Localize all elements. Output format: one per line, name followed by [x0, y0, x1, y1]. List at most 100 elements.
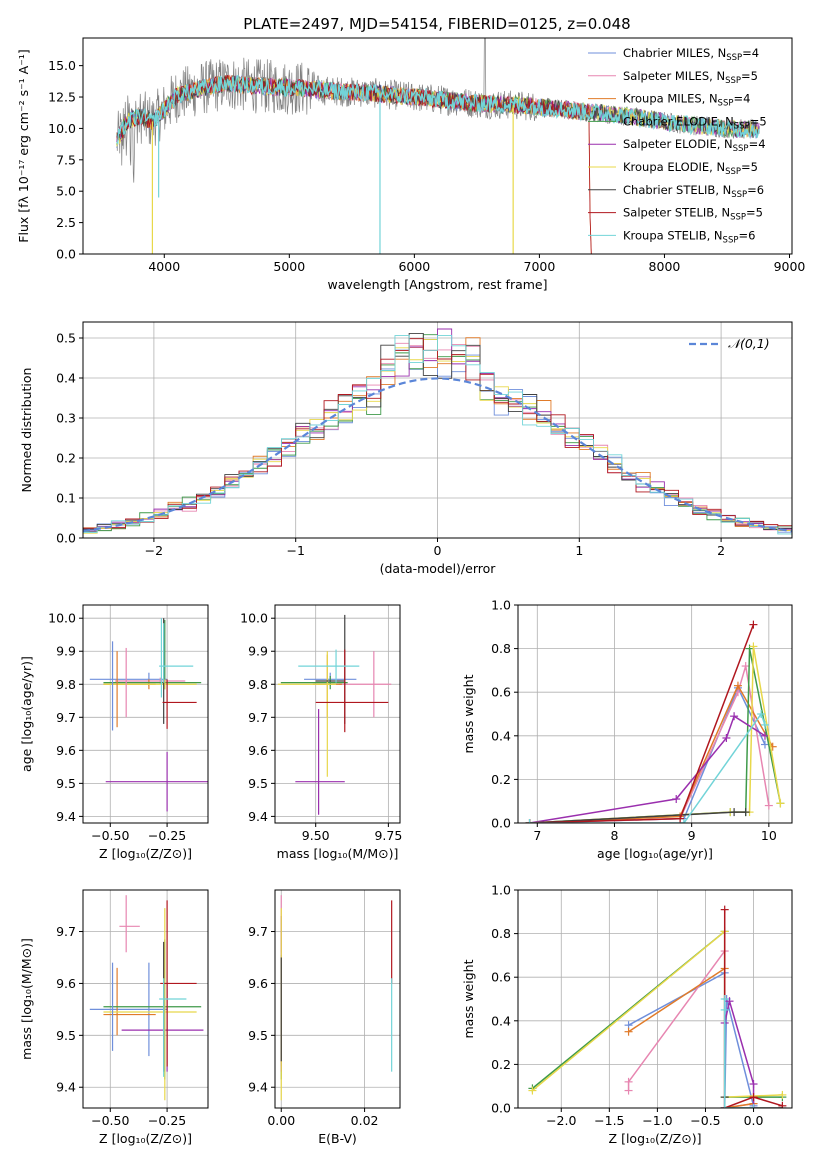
plot-area [280, 895, 393, 1101]
errorbar-point [160, 900, 197, 1067]
x-tick-label: 2 [717, 543, 725, 558]
y-tick-label: 9.4 [248, 809, 268, 824]
y-tick-label: 9.7 [248, 710, 268, 725]
weight-series [525, 681, 777, 823]
x-axis-label: Z [log₁₀(Z/Z⊙)] [609, 1131, 702, 1146]
normal-reference-curve [83, 377, 792, 533]
legend-entry: Kroupa STELIB, NSSP=6 [623, 228, 755, 245]
axes-frame: −2.0 −1.5 −1.0 −0.5 0.0 0.0 0.2 0.4 0.6 0.8 1.0 Z [… [461, 883, 793, 1146]
legend-entry: 𝒩(0,1) [728, 336, 770, 351]
y-tick-label: 0.0 [491, 1101, 511, 1116]
plot-area [89, 618, 208, 812]
legend-entry: Chabrier MILES, NSSP=4 [623, 46, 759, 63]
y-tick-label: 9.6 [248, 976, 268, 991]
x-tick-label: −0.50 [91, 828, 129, 843]
y-tick-label: 9.5 [248, 1028, 268, 1043]
plot-area [89, 895, 204, 1101]
y-tick-label: 0.4 [56, 371, 76, 386]
mass-vs-extinction-panel: 0.00 0.02 9.4 9.5 9.6 9.7 E(B-V) [248, 889, 401, 1146]
errorbar-point [338, 651, 392, 718]
y-tick-label: 10.0 [48, 611, 76, 626]
y-tick-label: 5.0 [56, 184, 76, 199]
x-tick-label: 9 [688, 828, 696, 843]
y-tick-label: 9.8 [56, 677, 76, 692]
y-tick-label: 0.0 [56, 531, 76, 546]
y-tick-label: 9.5 [248, 776, 268, 791]
y-tick-label: 0.8 [491, 641, 511, 656]
y-tick-label: 9.9 [248, 644, 268, 659]
axes-frame: −2 −1 0 1 2 0.0 0.1 0.2 0.3 0.4 0.5 (data-model)/er… [19, 321, 793, 576]
x-tick-label: 0.0 [744, 1113, 764, 1128]
spectrum-legend: Chabrier MILES, NSSP=4 Salpeter MILES, NS… [588, 46, 767, 245]
plot-area [116, 38, 760, 254]
y-tick-label: 9.7 [56, 710, 76, 725]
age-vs-metallicity-panel: −0.50 −0.25 9.4 9.5 9.6 9.7 9.8 9.9 10.0 Z [log₁₀… [19, 604, 209, 861]
axes-frame: 0.00 0.02 9.4 9.5 9.6 9.7 E(B-V) [248, 889, 401, 1146]
weight-series [624, 964, 758, 1108]
x-axis-label: mass [log₁₀(M/M⊙)] [277, 846, 399, 861]
axes-frame: −0.50 −0.25 9.4 9.5 9.6 9.7 Z [log₁₀(Z/Z⊙)] mas… [19, 889, 209, 1146]
grid [275, 605, 400, 823]
plot-area [525, 620, 785, 823]
errorbar-point [295, 709, 345, 815]
errorbar-point [103, 679, 197, 690]
x-tick-label: 7 [533, 828, 541, 843]
x-tick-label: 9000 [774, 259, 806, 274]
x-tick-label: −0.50 [91, 1113, 129, 1128]
x-tick-label: −1 [286, 543, 304, 558]
y-tick-label: 1.0 [491, 598, 511, 613]
errorbar-point [103, 967, 156, 1036]
x-tick-label: −0.25 [148, 828, 186, 843]
y-tick-label: 9.5 [56, 776, 76, 791]
x-axis-label: Z [log₁₀(Z/Z⊙)] [99, 1131, 192, 1146]
errorbar-point [121, 983, 204, 1072]
y-tick-label: 9.7 [56, 924, 76, 939]
x-tick-label: −2.0 [546, 1113, 576, 1128]
weight-series [720, 995, 758, 1108]
legend-entry: Kroupa MILES, NSSP=4 [623, 92, 750, 109]
legend-entry: Salpeter STELIB, NSSP=5 [623, 206, 763, 223]
y-tick-label: 9.4 [56, 1080, 76, 1095]
y-tick-label: 0.0 [56, 247, 76, 262]
y-tick-label: 0.5 [56, 331, 76, 346]
y-tick-label: 7.5 [56, 152, 76, 167]
grid [275, 890, 400, 1108]
grid [83, 605, 208, 823]
errorbar-point [280, 676, 348, 690]
y-tick-label: 0.2 [491, 772, 511, 787]
y-tick-label: 2.5 [56, 215, 76, 230]
x-tick-label: 9.75 [374, 828, 402, 843]
x-tick-label: −0.5 [690, 1113, 720, 1128]
x-axis-label: age [log₁₀(age/yr)] [597, 846, 713, 861]
y-tick-label: 9.6 [56, 976, 76, 991]
errorbar-point [315, 614, 346, 724]
x-tick-label: −0.25 [148, 1113, 186, 1128]
legend-entry: Chabrier ELODIE, NSSP=5 [623, 114, 767, 131]
weight-vs-metallicity-panel: −2.0 −1.5 −1.0 −0.5 0.0 0.0 0.2 0.4 0.6 0.8 1.0 Z [… [461, 883, 793, 1146]
y-tick-label: 9.8 [248, 677, 268, 692]
x-axis-label: E(B-V) [318, 1131, 357, 1146]
errorbar-point [277, 651, 337, 777]
x-tick-label: 0.00 [267, 1113, 295, 1128]
x-tick-label: 1 [575, 543, 583, 558]
legend-entry: Salpeter MILES, NSSP=5 [623, 69, 758, 86]
errorbar-point [89, 962, 168, 1057]
axes-frame: −0.50 −0.25 9.4 9.5 9.6 9.7 9.8 9.9 10.0 Z [log₁₀… [19, 604, 209, 861]
residual-histogram [83, 334, 792, 536]
y-axis-label: mass weight [461, 959, 476, 1038]
residuals-panel: −2 −1 0 1 2 0.0 0.1 0.2 0.3 0.4 0.5 (data-model)/er… [19, 321, 793, 576]
x-tick-label: 5000 [273, 259, 305, 274]
errorbar-point [119, 895, 140, 953]
y-axis-label: Flux [fλ 10⁻¹⁷ erg cm⁻² s⁻¹ A⁻¹] [16, 49, 31, 242]
x-axis-label: Z [log₁₀(Z/Z⊙)] [99, 846, 192, 861]
x-tick-label: 6000 [398, 259, 430, 274]
axes-frame: 4000 5000 6000 7000 8000 9000 0.0 2.5 5.0 7.5 10.0… [16, 37, 806, 292]
x-tick-label: −1.5 [594, 1113, 624, 1128]
errorbar-point [105, 751, 208, 812]
errorbar-point [114, 677, 186, 685]
errorbar-point [162, 679, 197, 729]
spectrum-panel: 4000 5000 6000 7000 8000 9000 0.0 2.5 5.0 7.5 10.0… [16, 37, 806, 292]
y-axis-label: Normed distribution [19, 368, 34, 493]
x-tick-label: 0.02 [351, 1113, 379, 1128]
